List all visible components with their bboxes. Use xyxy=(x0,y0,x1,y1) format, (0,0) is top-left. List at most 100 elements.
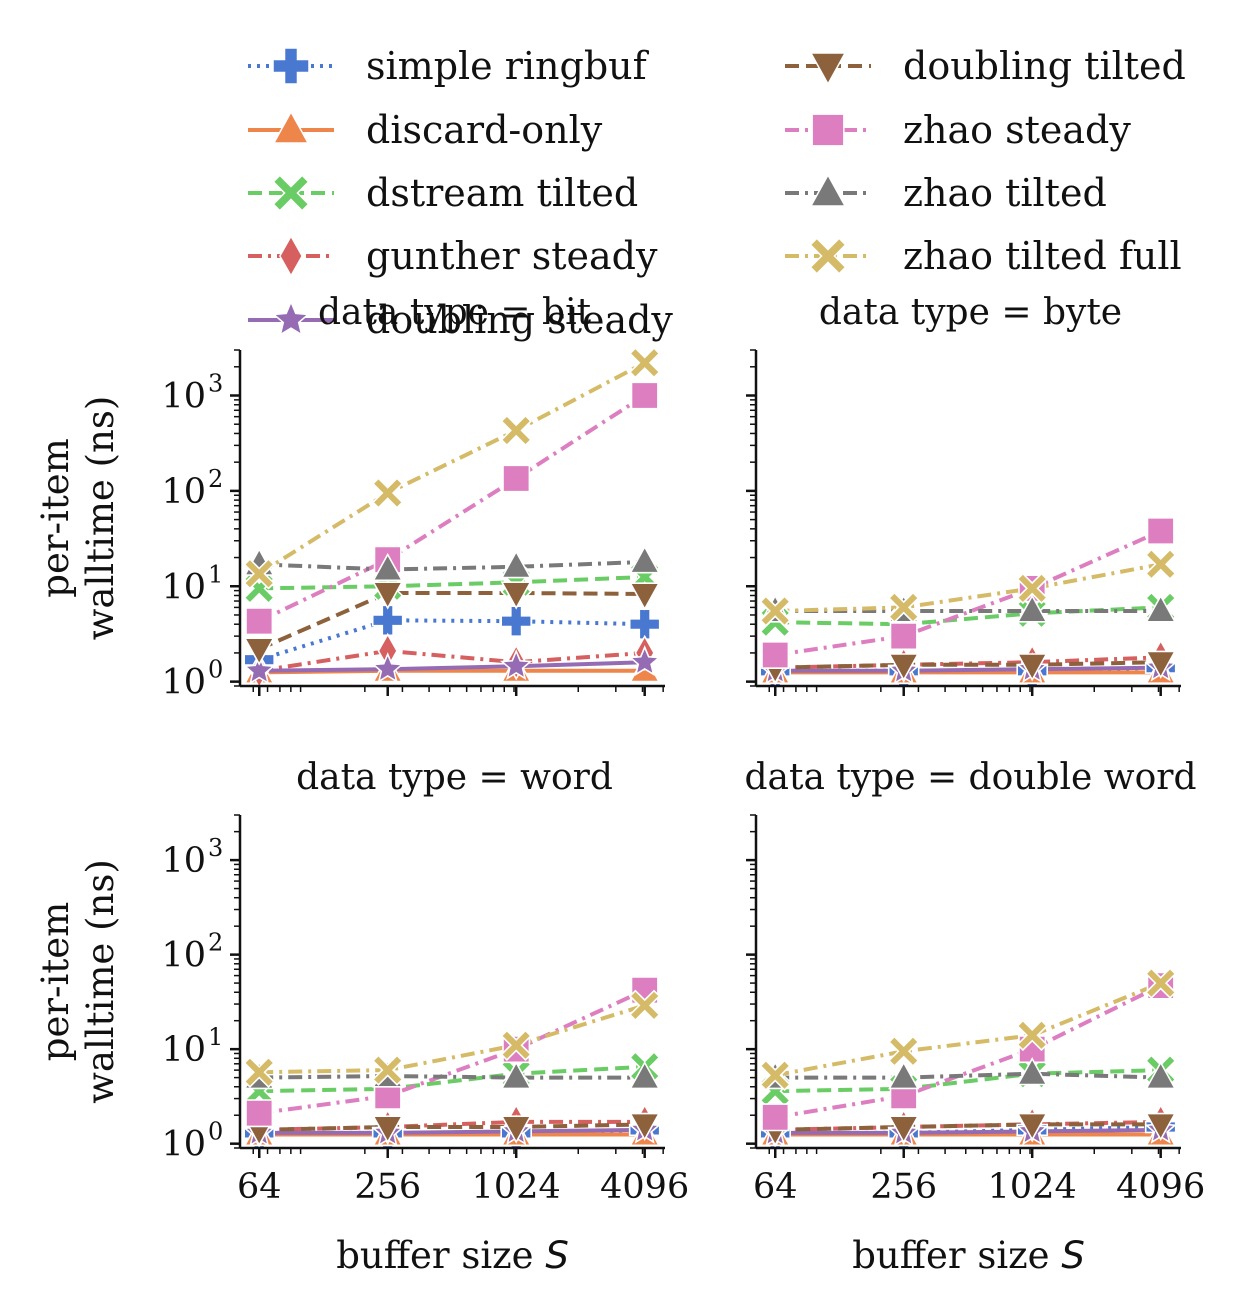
data-point xyxy=(628,608,661,641)
legend-marker xyxy=(811,113,845,147)
data-point xyxy=(1146,517,1175,545)
series-gunther-steady xyxy=(258,648,645,673)
data-point xyxy=(761,641,790,669)
panel-data-type-byte: data type = byte xyxy=(746,292,1181,696)
legend-marker xyxy=(278,234,304,278)
legend-label: doubling steady xyxy=(366,298,673,342)
data-point xyxy=(243,637,275,666)
series-line xyxy=(259,1003,646,1075)
y-tick-exponent: 2 xyxy=(208,465,223,493)
y-tick-exponent: 1 xyxy=(208,1023,223,1051)
series-line xyxy=(775,1071,1161,1080)
series-line xyxy=(259,1064,645,1094)
x-tick-label: 1024 xyxy=(988,1167,1077,1207)
series-line xyxy=(259,559,645,572)
legend-marker xyxy=(809,173,847,207)
data-point xyxy=(887,1035,920,1068)
data-point xyxy=(371,604,404,637)
series-doubling-steady xyxy=(259,660,645,673)
markers-zhao-tilted-full xyxy=(243,989,661,1089)
x-tick-label: 256 xyxy=(354,1167,421,1207)
data-point xyxy=(629,1112,661,1142)
legend-marker xyxy=(272,300,310,337)
data-point xyxy=(502,464,531,493)
data-point xyxy=(1145,650,1177,679)
series-doubling-steady xyxy=(775,1127,1161,1135)
legend-label: gunther steady xyxy=(366,234,658,278)
series-line xyxy=(258,988,646,1116)
y-tick-exponent: 3 xyxy=(208,834,223,862)
data-point xyxy=(761,1103,790,1132)
y-axis-label-line2: walltime (ns) xyxy=(79,396,122,641)
series-zhao-tilted-full xyxy=(774,981,1162,1078)
markers-zhao-tilted-full xyxy=(759,967,1177,1092)
legend-item-zhao-steady: zhao steady xyxy=(785,108,1131,152)
series-line xyxy=(258,591,645,651)
series-doubling-steady xyxy=(259,1127,645,1135)
data-point xyxy=(888,1060,920,1090)
series-doubling-steady xyxy=(775,665,1161,673)
data-point xyxy=(499,649,533,681)
series-doubling-tilted xyxy=(775,1122,1161,1132)
x-tick-label: 1024 xyxy=(472,1167,561,1207)
data-point xyxy=(888,653,920,682)
legend-item-simple-ringbuf: simple ringbuf xyxy=(248,44,650,88)
x-tick-label: 64 xyxy=(237,1167,282,1207)
legend-item-gunther-steady: gunther steady xyxy=(248,234,658,278)
data-point xyxy=(372,1115,404,1144)
series-doubling-tilted xyxy=(259,1122,645,1132)
series-zhao-steady xyxy=(774,529,1162,657)
data-point xyxy=(500,1115,532,1144)
legend: simple ringbuf discard-only dstream tilted… xyxy=(248,44,1186,342)
legend-label: simple ringbuf xyxy=(366,44,650,88)
data-point xyxy=(1016,594,1048,623)
legend-marker xyxy=(809,237,847,275)
markers-doubling-tilted xyxy=(759,1112,1177,1147)
y-tick-label: 10 xyxy=(161,841,206,881)
markers-zhao-tilted xyxy=(243,1059,661,1090)
legend-marker xyxy=(272,110,310,144)
legend-marker xyxy=(272,47,310,85)
y-tick-label: 10 xyxy=(161,567,206,607)
markers-zhao-steady xyxy=(761,971,1175,1132)
data-point xyxy=(629,1060,661,1090)
y-axis-label: per-item walltime (ns) xyxy=(34,859,122,1104)
series-line xyxy=(774,983,1162,1120)
legend-marker xyxy=(272,174,310,212)
data-point xyxy=(242,653,276,685)
data-point xyxy=(628,989,661,1022)
series-line xyxy=(774,529,1162,657)
markers-zhao-steady xyxy=(245,976,659,1128)
legend-marker xyxy=(809,52,847,86)
data-point xyxy=(1016,1112,1048,1142)
y-tick-label: 10 xyxy=(161,472,206,512)
panel-title: data type = double word xyxy=(744,757,1196,798)
data-point xyxy=(889,622,918,651)
data-point xyxy=(500,1060,532,1090)
data-point xyxy=(372,552,404,582)
series-line xyxy=(259,660,645,673)
data-point xyxy=(1016,1057,1048,1086)
data-point xyxy=(243,557,276,590)
panel-title: data type = byte xyxy=(819,292,1122,333)
series-zhao-steady xyxy=(258,393,646,624)
series-line xyxy=(775,1122,1161,1132)
series-simple-ringbuf xyxy=(258,618,645,662)
series-zhao-tilted-full xyxy=(775,562,1162,613)
legend-item-doubling-tilted: doubling tilted xyxy=(785,44,1186,88)
data-point xyxy=(500,414,533,447)
legend-item-doubling-steady: doubling steady xyxy=(248,298,673,342)
series-line xyxy=(259,575,645,591)
legend-label: discard-only xyxy=(366,108,603,152)
markers-doubling-steady xyxy=(242,645,661,685)
series-zhao-tilted xyxy=(775,1071,1161,1080)
legend-label: zhao tilted full xyxy=(903,234,1182,278)
panel-title: data type = word xyxy=(296,757,613,798)
y-tick-label: 10 xyxy=(161,377,206,417)
series-zhao-tilted xyxy=(259,1073,645,1080)
data-point xyxy=(630,381,659,410)
series-line xyxy=(775,562,1162,613)
